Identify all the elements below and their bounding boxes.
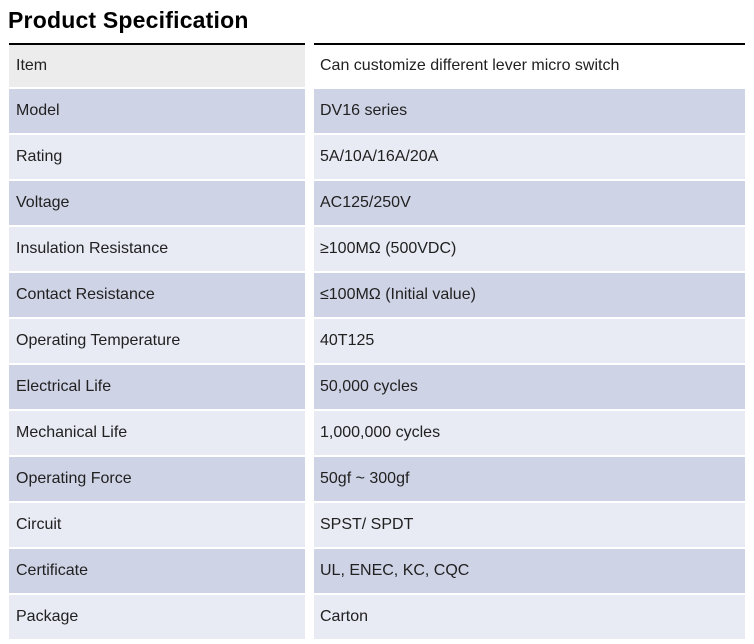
spec-value-cell: Carton [314,595,745,639]
spec-row: Item Can customize different lever micro… [9,43,745,87]
spec-value-cell: 1,000,000 cycles [314,411,745,455]
spec-row: Operating Force 50gf ~ 300gf [9,457,745,501]
spec-value-cell: UL, ENEC, KC, CQC [314,549,745,593]
spec-label-cell: Rating [9,135,305,179]
spec-row: Operating Temperature 40T125 [9,319,745,363]
spec-value-cell: ≥100MΩ (500VDC) [314,227,745,271]
spec-value-cell: DV16 series [314,89,745,133]
spec-value-cell: 50gf ~ 300gf [314,457,745,501]
spec-row: Circuit SPST/ SPDT [9,503,745,547]
spec-label-cell: Package [9,595,305,639]
spec-label-cell: Insulation Resistance [9,227,305,271]
spec-row: Voltage AC125/250V [9,181,745,225]
spec-value-cell: Can customize different lever micro swit… [314,43,745,87]
page-title: Product Specification [8,7,249,33]
spec-table: Item Can customize different lever micro… [0,41,754,641]
spec-row: Insulation Resistance ≥100MΩ (500VDC) [9,227,745,271]
spec-value-cell: SPST/ SPDT [314,503,745,547]
spec-label-cell: Contact Resistance [9,273,305,317]
spec-label-cell: Mechanical Life [9,411,305,455]
spec-label-cell: Item [9,43,305,87]
spec-value-cell: ≤100MΩ (Initial value) [314,273,745,317]
spec-row: Certificate UL, ENEC, KC, CQC [9,549,745,593]
spec-row: Contact Resistance ≤100MΩ (Initial value… [9,273,745,317]
spec-value-cell: 5A/10A/16A/20A [314,135,745,179]
spec-label-cell: Operating Force [9,457,305,501]
spec-table-body: Item Can customize different lever micro… [9,43,745,639]
spec-row: Package Carton [9,595,745,639]
spec-value-cell: 40T125 [314,319,745,363]
spec-value-cell: 50,000 cycles [314,365,745,409]
spec-label-cell: Voltage [9,181,305,225]
spec-label-cell: Circuit [9,503,305,547]
spec-row: Electrical Life 50,000 cycles [9,365,745,409]
spec-label-cell: Electrical Life [9,365,305,409]
spec-label-cell: Model [9,89,305,133]
spec-row: Rating 5A/10A/16A/20A [9,135,745,179]
spec-row: Model DV16 series [9,89,745,133]
spec-row: Mechanical Life 1,000,000 cycles [9,411,745,455]
spec-label-cell: Certificate [9,549,305,593]
spec-label-cell: Operating Temperature [9,319,305,363]
spec-value-cell: AC125/250V [314,181,745,225]
